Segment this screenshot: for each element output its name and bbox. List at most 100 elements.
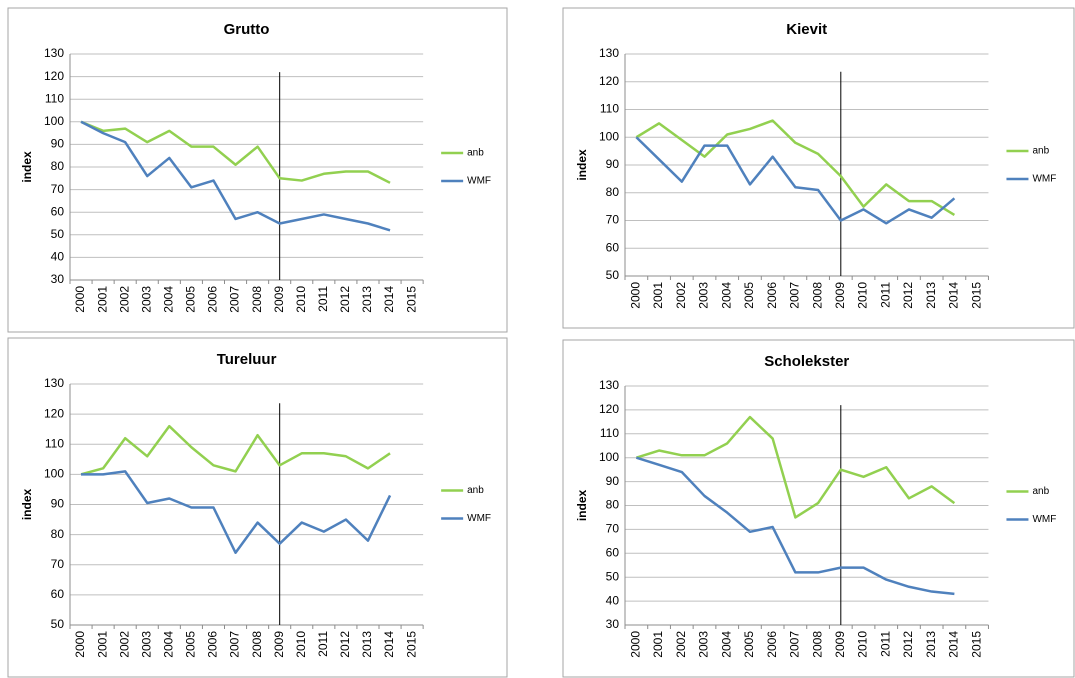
legend-label: anb xyxy=(1032,146,1049,157)
y-tick-label: 80 xyxy=(51,527,65,541)
y-tick-label: 60 xyxy=(51,587,65,601)
chart-title: Kievit xyxy=(786,21,827,38)
x-tick-label: 2000 xyxy=(73,286,87,313)
y-tick-label: 40 xyxy=(606,593,620,607)
y-tick-label: 110 xyxy=(600,102,619,116)
y-tick-label: 80 xyxy=(51,159,65,173)
y-tick-label: 120 xyxy=(599,74,619,88)
y-tick-label: 80 xyxy=(606,185,620,199)
x-tick-label: 2009 xyxy=(833,282,847,309)
panel-border xyxy=(562,7,1075,329)
x-tick-label: 2002 xyxy=(117,631,131,658)
x-tick-label: 2004 xyxy=(161,631,175,658)
y-axis-title: index xyxy=(575,490,589,522)
data-line xyxy=(635,119,956,217)
x-tick-label: 2015 xyxy=(404,631,418,658)
y-axis-title: index xyxy=(20,489,34,521)
x-tick-label: 2006 xyxy=(765,282,779,309)
y-tick-label: 130 xyxy=(44,46,64,60)
x-tick-label: 2010 xyxy=(294,631,308,658)
y-tick-label: 50 xyxy=(606,569,620,583)
x-tick-label: 2015 xyxy=(404,286,418,313)
x-tick-label: 2011 xyxy=(316,631,330,657)
y-tick-label: 70 xyxy=(606,213,620,227)
y-tick-label: 50 xyxy=(51,227,65,241)
chart-title: Scholekster xyxy=(764,353,849,370)
x-tick-label: 2009 xyxy=(833,631,847,658)
y-tick-label: 50 xyxy=(51,617,65,631)
y-tick-label: 130 xyxy=(599,46,619,60)
y-tick-label: 130 xyxy=(44,376,64,390)
x-tick-label: 2003 xyxy=(139,631,153,658)
x-tick-label: 2000 xyxy=(629,631,643,658)
chart-panel: Tureluur index 50 60 70 80 90 100 110 120 130 2000 2… xyxy=(7,337,508,678)
y-tick-label: 30 xyxy=(606,617,620,631)
panel-border xyxy=(562,339,1075,678)
x-tick-label: 2004 xyxy=(719,282,733,309)
x-tick-label: 2004 xyxy=(719,631,733,658)
x-tick-label: 2011 xyxy=(316,286,330,312)
y-tick-label: 100 xyxy=(44,114,64,128)
x-tick-label: 2014 xyxy=(382,286,396,313)
x-tick-label: 2001 xyxy=(95,631,109,658)
x-tick-label: 2007 xyxy=(228,286,242,313)
y-tick-label: 50 xyxy=(606,268,620,282)
x-tick-label: 2008 xyxy=(810,631,824,658)
x-tick-label: 2012 xyxy=(338,631,352,658)
x-tick-label: 2008 xyxy=(250,631,264,658)
x-tick-label: 2005 xyxy=(184,286,198,313)
y-tick-label: 120 xyxy=(44,69,64,83)
x-tick-label: 2000 xyxy=(73,631,87,658)
x-tick-label: 2004 xyxy=(161,286,175,313)
x-tick-label: 2015 xyxy=(969,631,983,658)
y-tick-label: 100 xyxy=(599,450,619,464)
x-tick-label: 2000 xyxy=(629,282,643,309)
x-tick-label: 2006 xyxy=(765,631,779,658)
y-tick-label: 40 xyxy=(51,250,65,264)
legend-label: WMF xyxy=(467,176,491,187)
y-tick-label: 110 xyxy=(600,426,619,440)
x-tick-label: 2006 xyxy=(206,286,220,313)
x-tick-label: 2001 xyxy=(95,286,109,313)
y-tick-label: 70 xyxy=(51,182,65,196)
y-tick-label: 110 xyxy=(45,91,64,105)
x-tick-label: 2012 xyxy=(901,631,915,658)
legend-label: anb xyxy=(1032,486,1049,497)
x-tick-label: 2006 xyxy=(206,631,220,658)
y-tick-label: 90 xyxy=(51,137,65,151)
panel-border xyxy=(7,337,508,678)
y-tick-label: 100 xyxy=(44,467,64,481)
x-tick-label: 2011 xyxy=(878,631,892,657)
y-tick-label: 90 xyxy=(51,497,65,511)
chart-title: Grutto xyxy=(224,21,270,38)
y-tick-label: 120 xyxy=(44,406,64,420)
x-tick-label: 2014 xyxy=(947,282,961,309)
data-line xyxy=(81,470,392,554)
x-tick-label: 2001 xyxy=(651,631,665,658)
x-tick-label: 2014 xyxy=(947,631,961,658)
y-tick-label: 30 xyxy=(51,272,65,286)
x-tick-label: 2010 xyxy=(294,286,308,313)
y-tick-label: 100 xyxy=(599,129,619,143)
data-line xyxy=(635,456,955,596)
x-tick-label: 2011 xyxy=(878,282,892,308)
legend-label: anb xyxy=(467,485,484,496)
legend-label: WMF xyxy=(1032,174,1056,185)
x-tick-label: 2007 xyxy=(788,282,802,309)
chart-panel: Grutto index 30 40 50 60 70 80 90 100 110 120 130 200… xyxy=(7,7,508,333)
x-tick-label: 2007 xyxy=(228,631,242,658)
x-tick-label: 2012 xyxy=(901,282,915,309)
y-tick-label: 80 xyxy=(606,498,620,512)
x-tick-label: 2005 xyxy=(184,631,198,658)
x-tick-label: 2014 xyxy=(382,631,396,658)
data-line xyxy=(80,120,391,184)
y-axis-title: index xyxy=(20,151,34,183)
legend-label: anb xyxy=(467,148,484,159)
x-tick-label: 2008 xyxy=(250,286,264,313)
y-tick-label: 60 xyxy=(606,240,620,254)
chart-title: Tureluur xyxy=(217,351,277,368)
y-tick-label: 60 xyxy=(51,204,65,218)
x-tick-label: 2012 xyxy=(338,286,352,313)
x-tick-label: 2009 xyxy=(272,286,286,313)
